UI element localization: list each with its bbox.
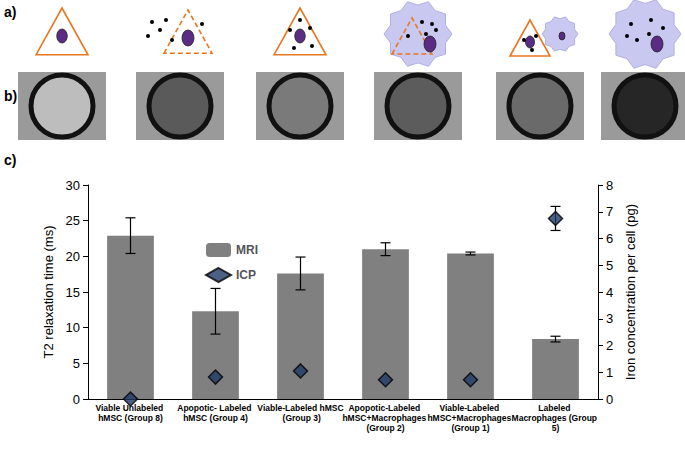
svg-text:T2 relaxation time (ms): T2 relaxation time (ms) bbox=[41, 226, 56, 359]
svg-text:(Group 2): (Group 2) bbox=[366, 423, 404, 433]
svg-text:7: 7 bbox=[606, 204, 613, 219]
html-text:a): a) bbox=[4, 4, 17, 20]
html-text:c): c) bbox=[4, 152, 17, 168]
svg-text:hMSC (Group 8): hMSC (Group 8) bbox=[98, 413, 163, 423]
svg-text:(Group 3): (Group 3) bbox=[280, 413, 321, 423]
svg-text:Labeled: Labeled bbox=[538, 403, 572, 413]
svg-text:hMSC+Macrophages: hMSC+Macrophages bbox=[342, 413, 428, 423]
svg-text:2: 2 bbox=[606, 338, 613, 353]
html-text:b): b) bbox=[4, 88, 18, 104]
svg-text:5): 5) bbox=[552, 423, 560, 433]
svg-text:0: 0 bbox=[73, 392, 80, 407]
svg-text:Viable-Labeled hMSC: Viable-Labeled hMSC bbox=[257, 403, 343, 413]
svg-text:20: 20 bbox=[66, 249, 80, 264]
svg-text:30: 30 bbox=[66, 178, 80, 193]
svg-text:ICP: ICP bbox=[236, 268, 256, 282]
svg-text:25: 25 bbox=[66, 213, 80, 228]
svg-text:Apopotic- Labeled: Apopotic- Labeled bbox=[177, 403, 254, 413]
svg-text:Viable-Labeled: Viable-Labeled bbox=[439, 403, 501, 413]
svg-text:15: 15 bbox=[66, 285, 80, 300]
svg-text:5: 5 bbox=[606, 258, 613, 273]
svg-text:Iron concentration per cell (p: Iron concentration per cell (pg) bbox=[623, 204, 638, 380]
svg-text:10: 10 bbox=[66, 320, 80, 335]
svg-text:0: 0 bbox=[606, 392, 613, 407]
svg-text:hMSC (Group 4): hMSC (Group 4) bbox=[183, 413, 248, 423]
svg-text:Viable Unlabeled: Viable Unlabeled bbox=[95, 403, 166, 413]
svg-text:hMSC+Macrophages: hMSC+Macrophages bbox=[427, 413, 513, 423]
svg-text:MRI: MRI bbox=[236, 243, 258, 257]
svg-text:1: 1 bbox=[606, 365, 613, 380]
svg-text:5: 5 bbox=[73, 356, 80, 371]
svg-text:(Group 1): (Group 1) bbox=[451, 423, 489, 433]
svg-text:8: 8 bbox=[606, 178, 613, 193]
svg-text:6: 6 bbox=[606, 231, 613, 246]
svg-text:4: 4 bbox=[606, 285, 613, 300]
svg-text:Apopotic-Labeled: Apopotic-Labeled bbox=[348, 403, 422, 413]
svg-text:Macrophages (Group: Macrophages (Group bbox=[512, 413, 600, 423]
svg-text:3: 3 bbox=[606, 311, 613, 326]
